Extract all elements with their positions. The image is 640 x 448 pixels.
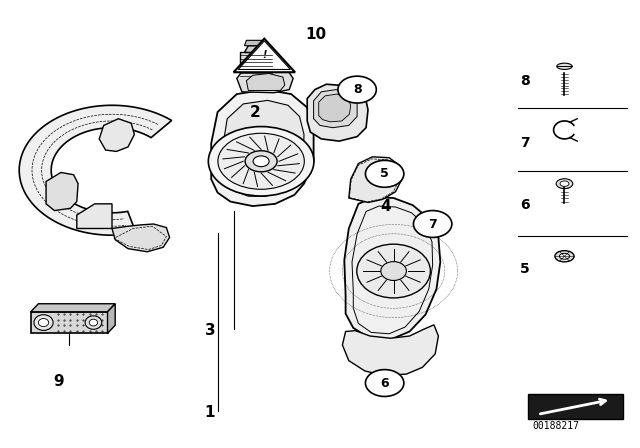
Text: 4: 4 xyxy=(380,199,390,215)
Polygon shape xyxy=(108,304,115,333)
Polygon shape xyxy=(31,312,108,333)
Circle shape xyxy=(365,370,404,396)
Polygon shape xyxy=(221,100,304,196)
Polygon shape xyxy=(319,94,351,122)
Ellipse shape xyxy=(381,262,406,280)
Text: 2: 2 xyxy=(250,105,260,121)
Ellipse shape xyxy=(555,251,574,262)
Polygon shape xyxy=(77,204,112,228)
Circle shape xyxy=(413,211,452,237)
Text: 8: 8 xyxy=(520,73,530,88)
Text: 5: 5 xyxy=(520,262,530,276)
Ellipse shape xyxy=(218,134,305,189)
Ellipse shape xyxy=(559,254,570,259)
Text: 1: 1 xyxy=(205,405,215,420)
Text: 6: 6 xyxy=(380,376,389,390)
Ellipse shape xyxy=(34,314,53,331)
Ellipse shape xyxy=(560,181,569,186)
Text: 7: 7 xyxy=(520,136,530,151)
Ellipse shape xyxy=(556,179,573,189)
Polygon shape xyxy=(528,394,623,419)
Polygon shape xyxy=(237,68,293,93)
Text: 8: 8 xyxy=(353,83,362,96)
Polygon shape xyxy=(112,224,170,252)
Ellipse shape xyxy=(38,319,49,327)
Text: 10: 10 xyxy=(305,27,326,42)
Polygon shape xyxy=(244,40,268,46)
Polygon shape xyxy=(234,39,295,72)
Text: !: ! xyxy=(262,50,267,60)
Text: 5: 5 xyxy=(380,167,389,181)
Polygon shape xyxy=(307,84,368,141)
Polygon shape xyxy=(19,105,172,235)
Polygon shape xyxy=(344,197,440,340)
Ellipse shape xyxy=(253,156,269,167)
Text: 6: 6 xyxy=(520,198,530,212)
Polygon shape xyxy=(46,172,78,211)
Polygon shape xyxy=(238,41,291,69)
Text: 7: 7 xyxy=(428,217,437,231)
Ellipse shape xyxy=(357,244,431,298)
Ellipse shape xyxy=(85,316,102,329)
Text: 9: 9 xyxy=(54,374,64,389)
Circle shape xyxy=(338,76,376,103)
Polygon shape xyxy=(240,52,272,78)
Polygon shape xyxy=(342,325,438,375)
Polygon shape xyxy=(314,90,357,128)
Ellipse shape xyxy=(209,126,314,196)
Text: 00188217: 00188217 xyxy=(532,421,579,431)
Polygon shape xyxy=(211,90,314,206)
Polygon shape xyxy=(31,304,115,312)
Text: 3: 3 xyxy=(205,323,215,338)
Polygon shape xyxy=(99,119,134,151)
Ellipse shape xyxy=(90,319,98,326)
Polygon shape xyxy=(244,46,272,52)
Ellipse shape xyxy=(557,63,572,69)
Polygon shape xyxy=(349,157,402,202)
Ellipse shape xyxy=(245,151,277,172)
Circle shape xyxy=(365,160,404,187)
Polygon shape xyxy=(246,73,285,90)
